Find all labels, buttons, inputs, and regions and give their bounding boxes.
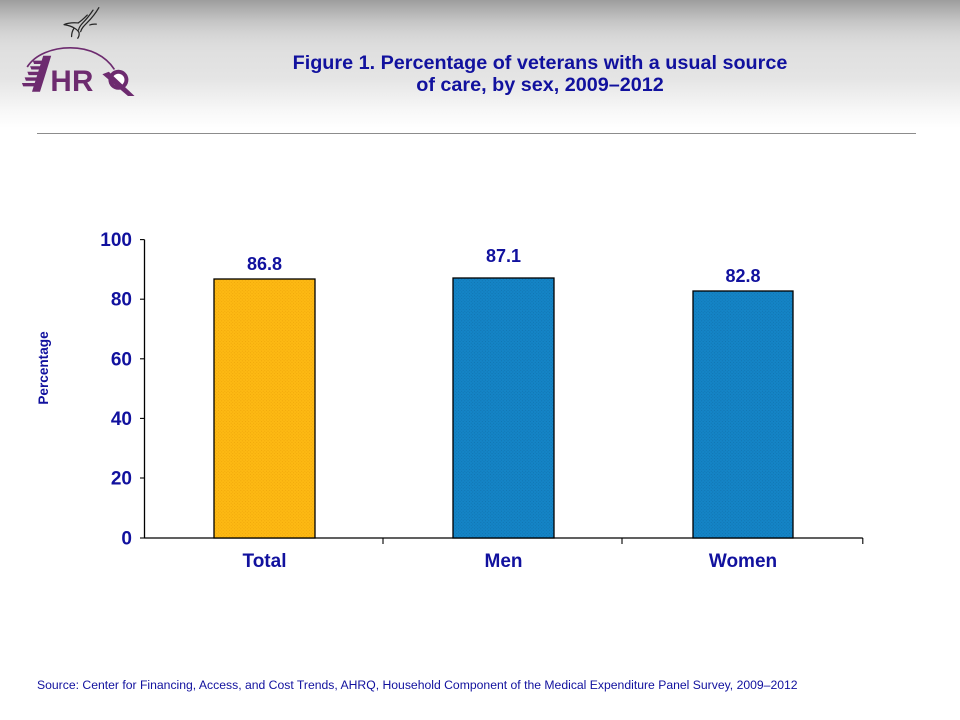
svg-text:Total: Total [243,551,287,572]
svg-text:100: 100 [100,230,132,251]
svg-text:Source: Center for Financing,: Source: Center for Financing, Access, an… [37,678,798,692]
svg-text:0: 0 [121,529,132,550]
svg-text:87.1: 87.1 [486,246,521,266]
svg-text:Women: Women [709,551,777,572]
svg-text:40: 40 [111,409,132,430]
svg-text:R: R [72,65,93,96]
svg-text:Men: Men [485,551,523,572]
svg-text:82.8: 82.8 [725,266,760,286]
svg-text:60: 60 [111,349,132,370]
svg-text:Percentage: Percentage [36,331,51,405]
svg-text:86.8: 86.8 [247,254,282,274]
svg-text:20: 20 [111,469,132,490]
svg-text:H: H [50,65,70,96]
svg-text:80: 80 [111,290,132,311]
